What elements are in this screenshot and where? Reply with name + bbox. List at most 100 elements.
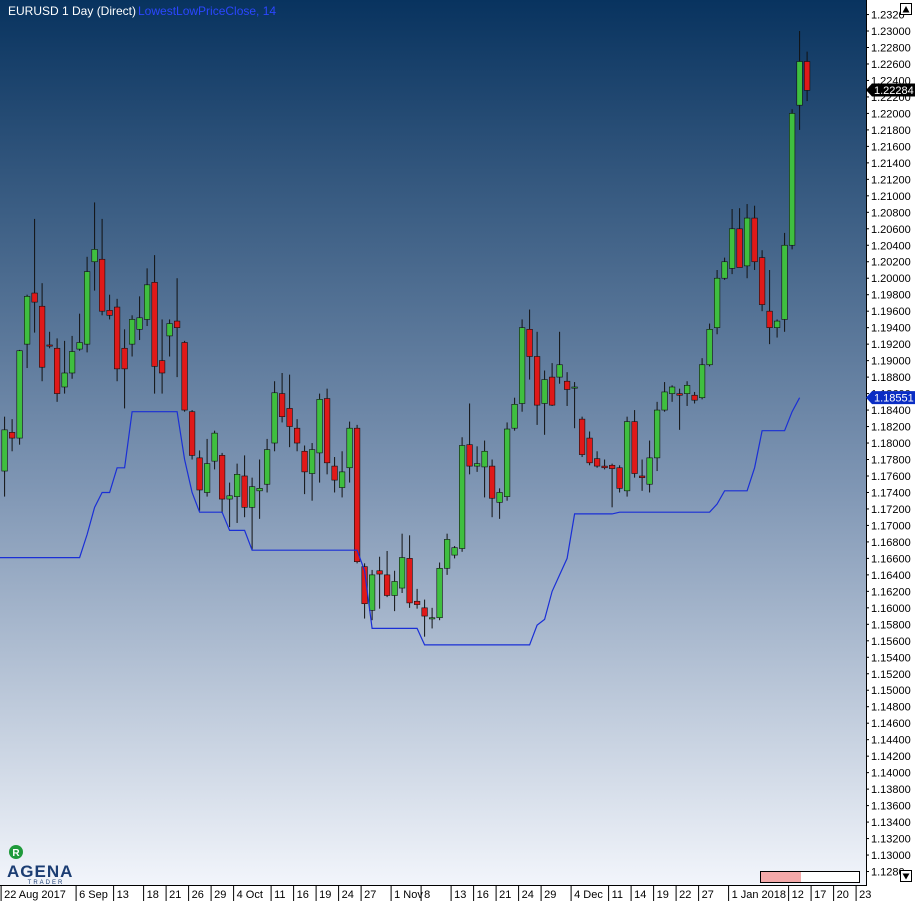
candle[interactable]	[421, 599, 428, 637]
candle[interactable]	[383, 550, 391, 598]
candle[interactable]	[196, 450, 203, 511]
plot-area[interactable]	[0, 0, 866, 885]
candle[interactable]	[608, 463, 616, 508]
candle[interactable]	[166, 319, 173, 357]
candle[interactable]	[503, 422, 511, 501]
candle[interactable]	[668, 385, 676, 402]
candle[interactable]	[391, 570, 398, 612]
candle[interactable]	[219, 452, 226, 514]
candle[interactable]	[683, 381, 691, 406]
candle[interactable]	[129, 315, 136, 357]
candle[interactable]	[548, 363, 556, 406]
candle[interactable]	[766, 269, 773, 345]
candle[interactable]	[368, 569, 376, 621]
scrollbar-thumb[interactable]	[761, 872, 801, 882]
candle[interactable]	[796, 31, 803, 130]
candle[interactable]	[151, 255, 158, 394]
indicator-title[interactable]: LowestLowPriceClose, 14	[138, 4, 276, 18]
candle[interactable]	[646, 440, 653, 493]
candle[interactable]	[773, 319, 781, 338]
candle[interactable]	[353, 424, 361, 564]
candle[interactable]	[53, 338, 61, 402]
candle[interactable]	[69, 335, 76, 379]
candle[interactable]	[316, 393, 323, 483]
candle[interactable]	[661, 382, 668, 412]
candle[interactable]	[249, 477, 256, 551]
candle[interactable]	[743, 204, 751, 279]
candle[interactable]	[211, 430, 218, 470]
candle[interactable]	[263, 438, 271, 493]
candle[interactable]	[189, 410, 196, 460]
candle[interactable]	[346, 421, 353, 483]
candle[interactable]	[121, 329, 128, 409]
time-axis[interactable]	[0, 886, 916, 901]
scroll-down-button[interactable]	[900, 870, 912, 882]
candle[interactable]	[46, 331, 53, 349]
candle[interactable]	[698, 358, 706, 400]
candle[interactable]	[443, 533, 451, 575]
candle[interactable]	[488, 459, 496, 518]
candle[interactable]	[23, 294, 31, 369]
candle[interactable]	[466, 403, 473, 475]
candle[interactable]	[9, 419, 16, 452]
candle[interactable]	[578, 416, 586, 458]
candle[interactable]	[398, 533, 406, 594]
candle[interactable]	[563, 372, 571, 406]
candle[interactable]	[31, 218, 38, 333]
scrollbar-track[interactable]	[760, 871, 860, 883]
candle[interactable]	[571, 382, 578, 429]
candle[interactable]	[436, 562, 443, 621]
candle[interactable]	[323, 388, 331, 475]
candle[interactable]	[706, 323, 713, 367]
candle[interactable]	[406, 535, 413, 608]
candle[interactable]	[241, 455, 248, 518]
candle[interactable]	[204, 438, 211, 497]
candle[interactable]	[38, 283, 46, 382]
candle[interactable]	[159, 319, 166, 394]
candle[interactable]	[556, 331, 563, 384]
candle[interactable]	[736, 208, 743, 268]
price-axis[interactable]	[866, 0, 916, 885]
candle[interactable]	[653, 401, 661, 472]
candle[interactable]	[301, 445, 308, 495]
candle[interactable]	[308, 443, 316, 501]
candle[interactable]	[593, 451, 601, 468]
candle[interactable]	[76, 313, 83, 351]
candle[interactable]	[293, 419, 301, 452]
candle[interactable]	[136, 296, 143, 341]
candle[interactable]	[413, 588, 421, 609]
candle[interactable]	[496, 488, 503, 519]
candle[interactable]	[99, 218, 106, 316]
candle[interactable]	[481, 440, 488, 498]
candle[interactable]	[174, 278, 181, 378]
candle[interactable]	[331, 457, 338, 493]
candle[interactable]	[713, 269, 721, 335]
indicator-line[interactable]	[0, 397, 801, 646]
candle[interactable]	[1, 416, 8, 497]
candle[interactable]	[788, 109, 796, 250]
candle[interactable]	[91, 202, 98, 291]
candle[interactable]	[278, 372, 286, 423]
candle[interactable]	[181, 340, 188, 412]
candle[interactable]	[473, 446, 481, 472]
candle[interactable]	[526, 309, 533, 380]
candle[interactable]	[338, 451, 346, 498]
candle[interactable]	[226, 482, 233, 528]
candle[interactable]	[721, 257, 728, 280]
candle[interactable]	[631, 410, 638, 478]
candle[interactable]	[616, 465, 623, 493]
candle[interactable]	[234, 463, 241, 523]
candle[interactable]	[106, 294, 113, 320]
candle[interactable]	[256, 459, 263, 519]
candle[interactable]	[623, 416, 631, 497]
candle[interactable]	[84, 256, 91, 353]
candle[interactable]	[728, 209, 736, 275]
candle[interactable]	[781, 232, 788, 332]
candle[interactable]	[428, 607, 436, 629]
candle[interactable]	[518, 319, 526, 412]
horizontal-scrollbar[interactable]	[760, 871, 860, 883]
candle[interactable]	[114, 298, 121, 382]
candle[interactable]	[586, 431, 593, 466]
candle[interactable]	[533, 331, 541, 425]
